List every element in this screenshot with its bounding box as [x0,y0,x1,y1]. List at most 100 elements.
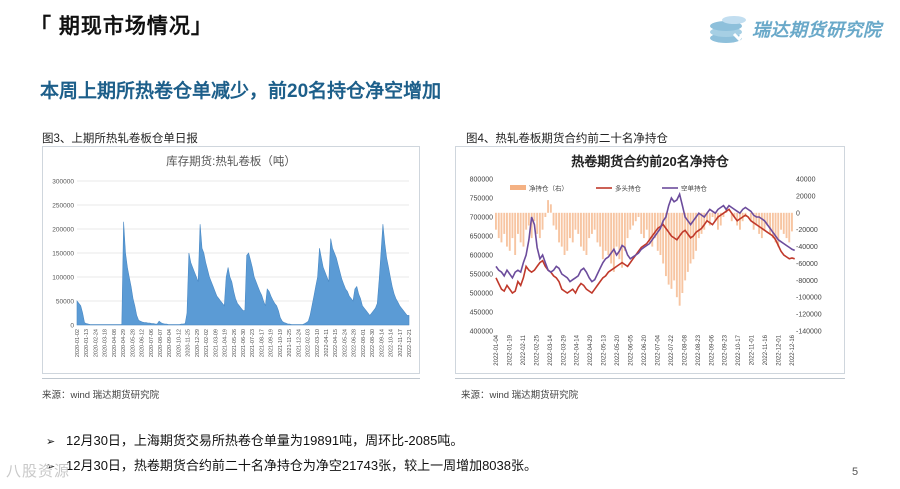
watermark: 八股资源 [6,463,71,480]
net-position-bar [681,212,684,293]
net-position-bar [601,212,604,260]
x-tick-label: 2021-03-09 [213,329,219,357]
coin-stack-logo-icon [710,16,751,43]
y-right-tick-label: -80000 [796,278,818,285]
net-position-bar [607,212,610,255]
x-tick-label: 2021-06-30 [241,329,247,357]
x-tick-label: 2022-03-29 [561,334,567,365]
net-position-bar [623,212,626,251]
net-position-bar [517,212,519,234]
chart-title: 热卷期货合约前20名净持仓 [571,154,729,169]
y-left-tick-label: 700000 [470,215,493,222]
net-position-bar [541,212,544,230]
chart-background [456,147,844,373]
net-position-bar [618,212,621,260]
y-left-tick-label: 500000 [470,291,493,298]
figure4-source: 来源：wind 瑞达期货研究院 [461,390,579,401]
figure3-divider [42,378,420,379]
bullet-text: 12月30日，上海期货交易所热卷仓单量为19891吨，周环比-2085吨。 [66,433,464,448]
net-position-bar [610,212,613,264]
figure3-label: 图3、上期所热轧卷板仓单日报 [42,133,198,145]
y-right-tick-label: -60000 [796,261,818,268]
x-tick-label: 2021-12-24 [296,329,302,357]
x-tick-label: 2022-07-22 [669,334,675,365]
net-position-bar [659,212,662,255]
x-tick-label: 2022-03-14 [548,334,554,365]
y-tick-label: 300000 [52,179,74,186]
net-position-bar [527,212,530,226]
legend-label: 空单持仓 [681,184,708,193]
x-tick-label: 2020-03-18 [103,329,109,357]
x-tick-label: 2022-05-13 [602,334,608,365]
net-position-bar [514,212,517,255]
arrow-bullet-icon: ➢ [46,436,56,448]
net-position-bar [654,212,656,239]
x-tick-label: 2022-06-28 [352,329,358,357]
net-position-bar [536,212,539,234]
net-position-bar [634,212,637,222]
net-position-bar [771,212,774,239]
net-position-bar [665,212,667,277]
net-position-bar [569,212,571,239]
net-position-bar [558,212,560,243]
x-tick-label: 2022-03-10 [315,329,321,357]
y-right-tick-label: -100000 [796,295,822,302]
net-position-bar [648,212,651,243]
net-position-bar [585,212,588,255]
figure4-chart: 热卷期货合约前20名净持仓 800000 750000 700000 650000 600… [456,147,844,373]
bullet-item: ➢ 12月30日，上海期货交易所热卷仓单量为19891吨，周环比-2085吨。 [46,430,463,449]
stock-area-series [76,221,410,326]
figure4-label: 图4、热轧卷板期货合约前二十名净持仓 [466,133,668,145]
net-position-bar [547,200,549,213]
net-position-bar [651,212,654,247]
y-left-tick-label: 600000 [470,253,493,260]
net-position-bar [769,212,771,234]
page-title: 「 期现市场情况」 [30,15,213,38]
page-number: 5 [852,466,859,478]
net-position-bar [632,212,634,226]
net-position-bar [571,212,574,243]
net-position-bar [497,212,500,239]
figure4-chart-panel: 热卷期货合约前20名净持仓 800000 750000 700000 650000 600… [455,146,845,374]
net-position-bar [549,204,552,213]
net-position-bar [686,212,689,272]
net-position-bar [684,212,687,281]
net-position-bar [582,212,585,251]
net-position-bar [643,212,645,239]
net-position-bar [503,212,506,234]
y-left-tick-label: 750000 [470,196,493,203]
x-tick-label: 2022-10-17 [736,334,742,365]
x-tick-label: 2021-10-19 [278,329,284,357]
net-position-bar [591,212,593,234]
x-tick-label: 2022-07-04 [655,334,661,365]
long-position-line [495,208,795,295]
figure3-chart-panel: 库存期货:热轧卷板（吨） 300000 250000 200000 150000 1000… [42,146,420,374]
net-position-bar [566,212,569,251]
net-position-bar [706,212,708,222]
net-position-bar [673,212,676,281]
x-tick-label: 2020-10-12 [176,329,182,357]
x-tick-label: 2022-05-20 [615,334,621,365]
x-tick-label: 2022-10-14 [389,329,395,357]
net-position-bar [722,212,725,217]
net-position-bar [599,212,602,247]
net-position-bar [629,212,632,230]
net-position-bar [522,212,525,247]
x-tick-label: 2020-09-04 [167,329,173,357]
x-tick-label: 2021-04-19 [223,329,229,357]
y-left-tick-label: 650000 [470,234,493,241]
x-tick-label: 2020-04-29 [121,329,127,357]
x-tick-label: 2022-08-23 [696,334,702,365]
net-position-bar [791,212,793,232]
net-position-bar [596,212,599,243]
y-tick-label: 200000 [52,227,74,234]
net-position-bar [785,212,788,239]
y-tick-label: 0 [70,323,74,330]
x-tick-label: 2020-04-08 [112,329,118,357]
chart-background [43,147,419,373]
x-tick-label: 2022-11-01 [750,334,756,365]
net-position-bar [555,212,558,230]
x-tick-label: 2022-02-03 [306,329,312,357]
x-tick-label: 2020-05-28 [130,329,136,357]
y-tick-label: 100000 [52,275,74,282]
